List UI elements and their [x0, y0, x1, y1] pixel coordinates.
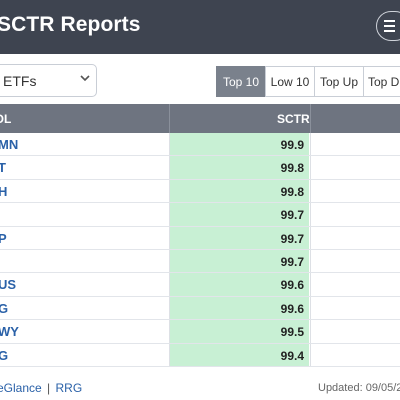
table-row: G 99.6: [0, 296, 400, 321]
tab-top-10[interactable]: Top 10: [216, 66, 266, 97]
column-divider: [310, 104, 311, 133]
table-header: BOL SCTR: [0, 104, 400, 133]
symbol-link[interactable]: H: [0, 183, 8, 199]
sctr-score: 99.8: [170, 156, 309, 179]
rrg-link[interactable]: RRG: [55, 381, 83, 395]
sctr-score: 99.7: [170, 203, 309, 226]
symbol-link[interactable]: G: [0, 300, 9, 316]
top-bar: SCTR Reports: [0, 0, 400, 54]
tab-top-up[interactable]: Top Up: [314, 66, 364, 97]
group-select[interactable]: ETFs: [0, 64, 97, 97]
sctr-score: 99.7: [170, 226, 309, 249]
table-row: MN 99.9: [0, 133, 400, 157]
table-row: US 99.6: [0, 273, 400, 297]
tab-low-10[interactable]: Low 10: [265, 66, 315, 97]
table-row: 99.7: [0, 249, 400, 274]
symbol-link[interactable]: P: [0, 230, 7, 246]
symbol-link[interactable]: MN: [0, 137, 19, 152]
symbol-link[interactable]: T: [0, 160, 6, 176]
sctr-score: 99.7: [170, 249, 309, 273]
sctr-table-body: MN 99.9 T 99.8 H 99.8 99.7 P 99.7 99.7 U…: [0, 133, 400, 367]
menu-button[interactable]: [376, 11, 400, 41]
symbol-link[interactable]: G: [0, 347, 9, 363]
sctr-score: 99.6: [170, 296, 309, 320]
table-row: P 99.7: [0, 226, 400, 250]
hamburger-icon: [384, 20, 395, 35]
symbol-link[interactable]: US: [0, 277, 17, 293]
chevron-down-icon: [80, 75, 90, 82]
report-tabs: Top 10 Low 10 Top Up Top D: [216, 66, 400, 97]
column-header-symbol[interactable]: BOL: [0, 112, 12, 126]
glance-link[interactable]: eGlance: [0, 381, 42, 395]
table-row: WY 99.5: [0, 320, 400, 344]
table-row: H 99.8: [0, 179, 400, 204]
sctr-score: 99.6: [170, 273, 309, 296]
table-row: G 99.4: [0, 343, 400, 367]
sctr-score: 99.5: [170, 320, 309, 343]
sctr-score: 99.4: [170, 343, 309, 366]
link-separator: |: [47, 381, 51, 395]
footer-links: eGlance | RRG: [0, 381, 82, 395]
table-row: T 99.8: [0, 156, 400, 180]
group-select-value: ETFs: [3, 73, 37, 89]
column-divider: [169, 104, 170, 133]
table-row: 99.7: [0, 203, 400, 227]
updated-timestamp: Updated: 09/05/24: [318, 382, 400, 394]
tab-top-down[interactable]: Top D: [363, 66, 400, 97]
sctr-score: 99.9: [170, 133, 309, 156]
sctr-score: 99.8: [170, 179, 309, 203]
column-header-sctr[interactable]: SCTR: [277, 112, 310, 126]
page-title: SCTR Reports: [0, 13, 141, 36]
symbol-link[interactable]: WY: [0, 324, 19, 340]
